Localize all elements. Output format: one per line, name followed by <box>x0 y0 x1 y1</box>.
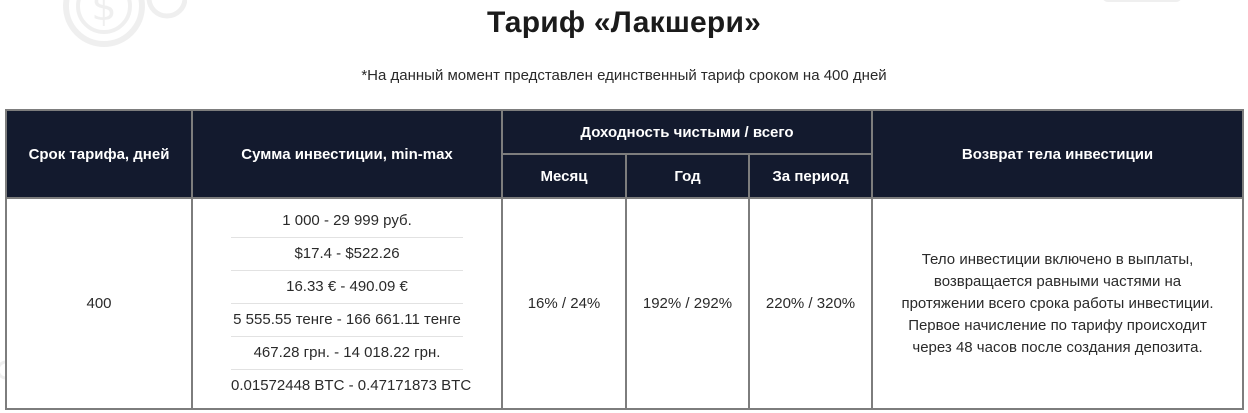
amount-list: 1 000 - 29 999 руб. $17.4 - $522.26 16.3… <box>231 205 472 402</box>
header-yield-month: Месяц <box>501 153 627 199</box>
header-return: Возврат тела инвестиции <box>871 109 1245 199</box>
table-subheader-row: Месяц Год За период <box>6 153 1243 199</box>
amount-rub: 1 000 - 29 999 руб. <box>231 205 463 238</box>
cell-term: 400 <box>5 197 193 410</box>
amount-uah: 467.28 грн. - 14 018.22 грн. <box>231 337 463 370</box>
header-amount: Сумма инвестиции, min-max <box>191 109 503 199</box>
cell-yield-month: 16% / 24% <box>501 197 627 410</box>
cell-yield-year: 192% / 292% <box>625 197 750 410</box>
header-yield-year: Год <box>625 153 750 199</box>
table-header-row: Срок тарифа, дней Сумма инвестиции, min-… <box>5 109 1245 199</box>
return-description: Тело инвестиции включено в выплаты, возв… <box>873 249 1242 359</box>
amount-eur: 16.33 € - 490.09 € <box>231 271 463 304</box>
page-title: Тариф «Лакшери» <box>487 6 761 39</box>
return-line: возвращается равными частями на <box>933 272 1182 290</box>
return-line: Тело инвестиции включено в выплаты, <box>921 250 1194 268</box>
return-line: протяжении всего срока работы инвестиции… <box>901 294 1214 312</box>
return-line: Первое начисление по тарифу происходит <box>908 316 1207 334</box>
return-line: через 48 часов после создания депозита. <box>912 338 1203 356</box>
cell-return: Тело инвестиции включено в выплаты, возв… <box>871 197 1245 410</box>
cell-amount: 1 000 - 29 999 руб. $17.4 - $522.26 16.3… <box>191 197 503 410</box>
cell-yield-period: 220% / 320% <box>747 197 874 410</box>
amount-usd: $17.4 - $522.26 <box>231 238 463 271</box>
svg-text:$: $ <box>91 0 116 30</box>
header-yield-period: За период <box>747 153 874 199</box>
dollar-coin-gear-icon: $ <box>63 0 187 47</box>
table-row: 400 1 000 - 29 999 руб. $17.4 - $522.26 … <box>5 197 1245 410</box>
tariff-table: Срок тарифа, дней Сумма инвестиции, min-… <box>5 109 1245 410</box>
page-subtitle: *На данный момент представлен единственн… <box>361 67 887 84</box>
header-term: Срок тарифа, дней <box>5 109 193 199</box>
decor-shape-icon <box>1103 0 1181 2</box>
amount-kzt: 5 555.55 тенге - 166 661.11 тенге <box>231 304 463 337</box>
header-yield: Доходность чистыми / всего <box>500 109 874 155</box>
amount-btc: 0.01572448 BTC - 0.47171873 BTC <box>231 377 472 394</box>
